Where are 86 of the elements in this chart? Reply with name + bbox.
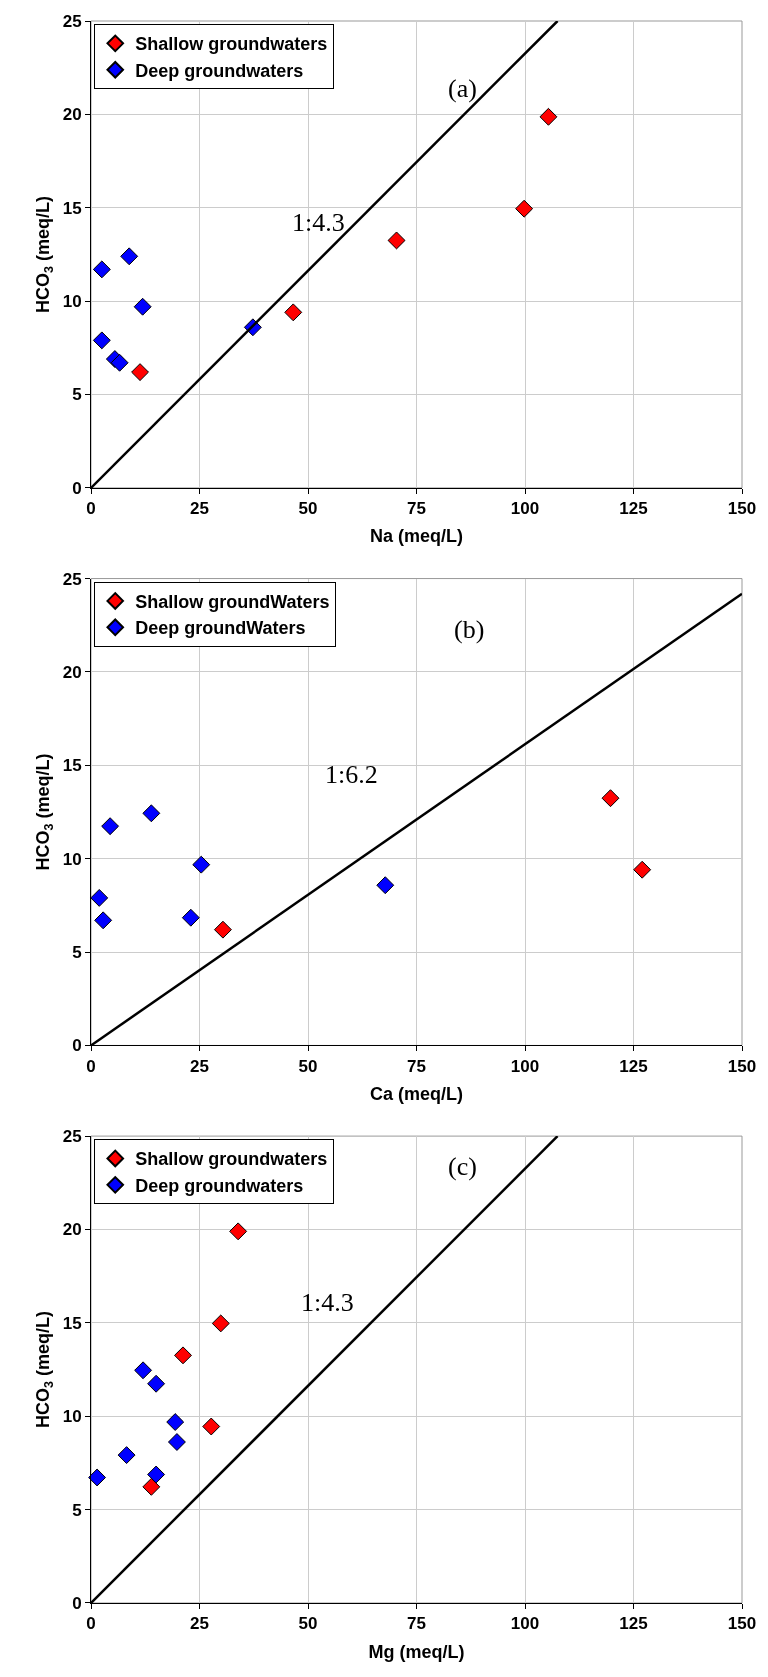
y-tick-label: 10 (62, 1407, 82, 1427)
y-tick-label: 25 (62, 569, 82, 589)
annotation: (a) (448, 74, 477, 103)
y-tick-label: 15 (62, 756, 82, 776)
point (147, 1374, 166, 1393)
point (92, 260, 111, 279)
x-tick-label: 150 (727, 1614, 757, 1634)
point (181, 908, 200, 927)
x-axis-title: Na (meq/L) (369, 526, 464, 547)
x-tick-label: 75 (407, 1614, 426, 1634)
point (229, 1222, 248, 1241)
annotation: (b) (454, 615, 485, 644)
x-tick-label: 100 (510, 1614, 540, 1634)
x-tick-label: 75 (407, 499, 426, 519)
x-tick-label: 100 (510, 1056, 540, 1076)
point (166, 1413, 185, 1431)
point (167, 1433, 186, 1451)
y-tick-label: 0 (72, 1036, 82, 1056)
point (120, 247, 139, 266)
x-tick-label: 0 (86, 499, 96, 519)
x-tick-label: 50 (298, 499, 318, 519)
point (601, 789, 620, 808)
annotation: (c) (448, 1152, 477, 1181)
y-tick-label: 15 (62, 1313, 82, 1333)
point (515, 199, 534, 218)
point (202, 1417, 221, 1436)
legend-label: Shallow groundwaters (135, 34, 328, 55)
x-tick-label: 125 (619, 1614, 648, 1634)
legend-label: Deep groundwaters (135, 1175, 304, 1196)
x-tick-label: 75 (407, 1056, 426, 1076)
point (192, 855, 211, 874)
point (633, 860, 652, 879)
point (101, 817, 120, 836)
point (213, 920, 232, 939)
y-tick-label: 25 (62, 11, 82, 31)
point (376, 876, 395, 895)
x-tick-label: 125 (619, 1056, 648, 1076)
x-axis-title: Ca (meq/L) (369, 1083, 464, 1104)
point (387, 231, 406, 250)
point (134, 1361, 153, 1380)
x-tick-label: 100 (510, 499, 540, 519)
point (284, 303, 303, 322)
annotation: 1:6.2 (325, 760, 378, 789)
y-tick-label: 0 (72, 478, 82, 498)
y-tick-label: 20 (62, 1220, 82, 1240)
annotation: 1:4.3 (301, 1288, 354, 1317)
x-tick-label: 25 (190, 1056, 209, 1076)
annotation: 1:4.3 (292, 208, 345, 237)
point (110, 353, 129, 372)
point (88, 1468, 107, 1487)
point (142, 804, 161, 823)
y-tick-label: 5 (72, 1500, 82, 1520)
y-tick-label: 0 (72, 1593, 82, 1613)
x-tick-label: 0 (86, 1614, 96, 1634)
point (131, 363, 149, 382)
y-tick-label: 20 (62, 662, 82, 682)
legend-label: Deep groundwaters (135, 60, 304, 81)
x-tick-label: 50 (298, 1056, 318, 1076)
x-axis-title: Mg (meq/L) (368, 1641, 465, 1662)
legend-label: Shallow groundWaters (135, 591, 330, 612)
legend-label: Deep groundWaters (135, 618, 306, 639)
point (142, 1477, 161, 1496)
point (117, 1446, 136, 1465)
x-tick-label: 25 (190, 1614, 209, 1634)
point (92, 331, 111, 350)
point (133, 297, 152, 316)
point (94, 911, 113, 930)
x-tick-label: 0 (86, 1056, 96, 1076)
x-tick-label: 150 (727, 1056, 757, 1076)
point (211, 1314, 230, 1333)
x-tick-label: 50 (298, 1614, 318, 1634)
y-tick-label: 20 (62, 105, 82, 125)
y-tick-label: 5 (72, 385, 82, 405)
point (174, 1346, 192, 1365)
y-tick-label: 10 (62, 849, 82, 869)
legend-label: Shallow groundwaters (135, 1149, 328, 1170)
point (147, 1465, 166, 1484)
x-tick-label: 125 (619, 499, 648, 519)
y-tick-label: 5 (72, 943, 82, 963)
y-tick-label: 15 (62, 198, 82, 218)
x-tick-label: 150 (727, 499, 757, 519)
point (90, 888, 109, 907)
point (539, 107, 558, 126)
y-tick-label: 10 (62, 292, 82, 312)
x-tick-label: 25 (190, 499, 209, 519)
y-tick-label: 25 (62, 1127, 82, 1147)
